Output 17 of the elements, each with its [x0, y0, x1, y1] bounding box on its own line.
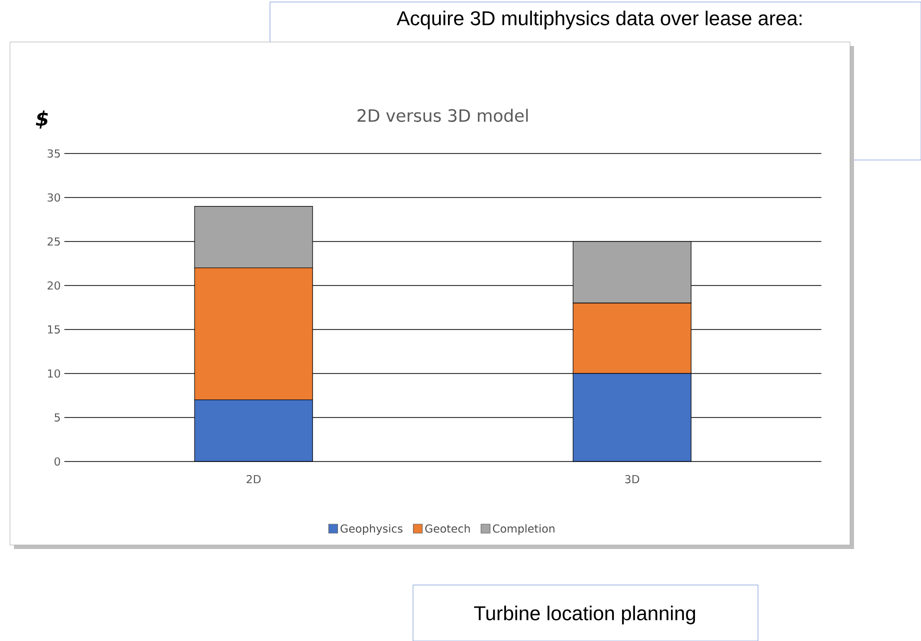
text: Acquire 3D multiphysics data over lease area:: [396, 10, 802, 30]
y-tick-label: 35: [48, 149, 60, 158]
y-tick-label: 5: [54, 413, 60, 422]
text: Turbine location planning: [474, 606, 696, 624]
y-tick-label: 10: [48, 369, 60, 378]
legend-label: Geophysics: [340, 524, 402, 535]
y-axis-title: $: [36, 110, 48, 129]
legend-label: Geotech: [425, 524, 470, 533]
x-tick-label: 2D: [246, 475, 261, 484]
y-tick-label: 15: [48, 325, 60, 334]
x-tick-label: 3D: [625, 475, 640, 484]
y-tick-label: 30: [48, 193, 60, 202]
chart-title: 2D versus 3D model: [358, 108, 528, 122]
legend-label: Completion: [492, 524, 554, 535]
y-tick-label: 0: [54, 457, 60, 466]
y-tick-label: 25: [48, 237, 60, 246]
y-tick-label: 20: [48, 281, 60, 290]
